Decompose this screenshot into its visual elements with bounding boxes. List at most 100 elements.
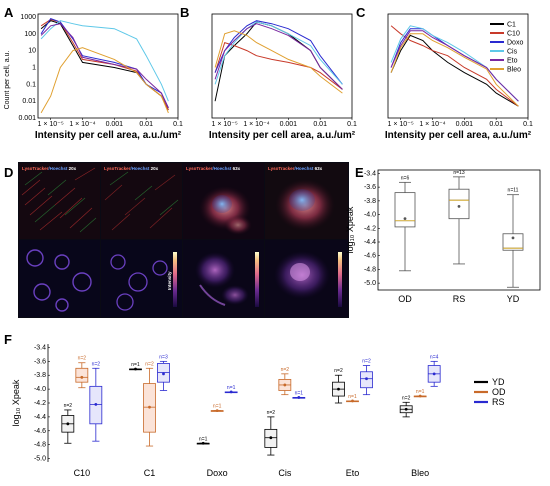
x-tick-label: 1 × 10⁻⁵ [388, 121, 414, 128]
box-mean [337, 387, 340, 391]
box-mean [148, 405, 151, 409]
y-tick-label: -4.0 [34, 386, 46, 393]
panel-b-chart: 1 × 10⁻⁵ 1 × 10⁻⁴ 0.001 0.01 0.1 Intensity pe… [209, 13, 357, 141]
series-line-c10 [214, 41, 343, 90]
n-label: n=1 [295, 390, 304, 396]
y-tick-label: 0.001 [18, 115, 36, 122]
n-label: n=3 [159, 354, 168, 360]
series-line-cis [40, 20, 169, 102]
n-label: n=2 [78, 356, 87, 362]
box-mean [404, 407, 408, 411]
x-tick-label: 1 × 10⁻⁴ [243, 121, 269, 128]
colorbar-label: Intensity [167, 271, 172, 290]
n-label: n=1 [199, 436, 208, 442]
panel-label-c: C [356, 5, 366, 20]
y-tick-label: 0.01 [22, 98, 36, 105]
box-mean [134, 367, 137, 371]
x-tick-label: C10 [74, 468, 91, 478]
x-axis-label: Intensity per cell area, a.u./um² [209, 130, 356, 141]
colorbar [255, 252, 259, 307]
legend-label: Eto [507, 58, 518, 65]
series-line-c1 [40, 20, 169, 111]
series-line-cis [390, 25, 519, 102]
y-tick-label: -3.4 [364, 170, 376, 177]
box-mean [457, 204, 461, 208]
x-tick-label: C1 [144, 468, 156, 478]
microscopy-label: LysoTracker/Hoechst 63x [268, 166, 323, 171]
box-mean [229, 390, 233, 394]
n-label: n=2 [334, 368, 343, 374]
x-tick-label: 0.001 [106, 121, 124, 128]
y-tick-label: -3.4 [34, 344, 46, 351]
legend-label: Cis [507, 49, 518, 56]
y-tick-label: -3.8 [364, 198, 376, 205]
panel-c-chart: 1 × 10⁻⁵ 1 × 10⁻⁴ 0.001 0.01 0.1 Intensity pe… [385, 13, 533, 141]
series-line-c10 [390, 25, 519, 107]
legend-label: OD [492, 387, 506, 397]
plot-frame [377, 169, 541, 291]
x-tick-label: 1 × 10⁻⁴ [69, 121, 95, 128]
box-c10-od [75, 367, 89, 383]
panel-e-chart: -3.4 -3.6 -3.8 -4.0 -4.2 -4.4 -4.6 -4.8 -5.0 log₁… [345, 169, 541, 304]
y-tick-label: 100 [24, 31, 36, 38]
box-mean [418, 394, 422, 398]
panel-label-d: D [4, 165, 13, 180]
microscopy-label: LysoTracker/Hoechst 20x [104, 166, 159, 171]
box-mean [66, 422, 70, 426]
microscopy-label: LysoTracker/Hoechst 63x [186, 166, 241, 171]
box-mean [162, 372, 165, 376]
series-line-c1 [214, 21, 343, 102]
box-yd- [502, 233, 524, 251]
box-c1-od [143, 383, 156, 433]
x-tick-label: 0.001 [280, 121, 298, 128]
microscopy-tile-top-1 [19, 163, 100, 239]
n-label: n=1 [416, 389, 425, 395]
panel-c-legend: C1 C10 Doxo Cis Eto Bleo [490, 22, 523, 74]
y-axis-label: log₁₀ Xpeak [11, 379, 21, 426]
y-tick-label: 1 [32, 64, 36, 71]
microscopy-tile-bottom-3 [183, 240, 264, 317]
y-axis-label: log₁₀ Xpeak [345, 206, 355, 253]
series-line-doxo [40, 17, 169, 109]
box-mean [94, 402, 98, 406]
x-tick-label: RS [453, 294, 466, 304]
y-tick-label: 10 [28, 48, 36, 55]
y-tick-label: -4.4 [364, 239, 376, 246]
y-tick-label: -4.2 [34, 400, 46, 407]
microscopy-tile-bottom-2 [101, 240, 182, 317]
box-mean [283, 383, 287, 387]
x-tick-label: 0.1 [173, 121, 183, 128]
colorbar [173, 252, 177, 307]
colorbar [338, 252, 342, 307]
y-tick-label: -5.0 [364, 280, 376, 287]
y-tick-label: -3.6 [34, 358, 46, 365]
x-tick-label: 0.1 [347, 121, 357, 128]
n-label: n=1 [213, 404, 222, 410]
x-tick-label: 0.01 [313, 121, 327, 128]
box-mean [403, 217, 407, 221]
box-mean [215, 409, 219, 413]
series-line-eto [390, 30, 519, 102]
x-axis-label: Intensity per cell area, a.u./um² [35, 130, 182, 141]
x-tick-label: 0.001 [456, 121, 474, 128]
plot-frame [211, 13, 353, 119]
series-line-cis [214, 21, 343, 85]
x-tick-label: 0.01 [139, 121, 153, 128]
panel-f-chart: -3.4 -3.6 -3.8 -4.0 -4.2 -4.4 -4.6 -4.8 -5.0 log₁… [11, 344, 441, 478]
n-label: n=1 [131, 362, 140, 368]
series-line-doxo [390, 28, 519, 102]
x-tick-label: Bleo [411, 468, 429, 478]
microscopy-tile-bottom-4 [265, 240, 348, 317]
n-label: n=2 [267, 410, 276, 416]
legend-label: RS [492, 397, 505, 407]
panel-a-ylabel: Count per cell, a.u. [4, 51, 11, 110]
series-line-doxo [214, 20, 343, 85]
y-tick-label: -3.6 [364, 184, 376, 191]
x-tick-label: Cis [278, 468, 291, 478]
x-tick-label: 1 × 10⁻⁵ [38, 121, 64, 128]
x-tick-label: OD [398, 294, 412, 304]
x-axis-label: Intensity per cell area, a.u./um² [385, 130, 532, 141]
